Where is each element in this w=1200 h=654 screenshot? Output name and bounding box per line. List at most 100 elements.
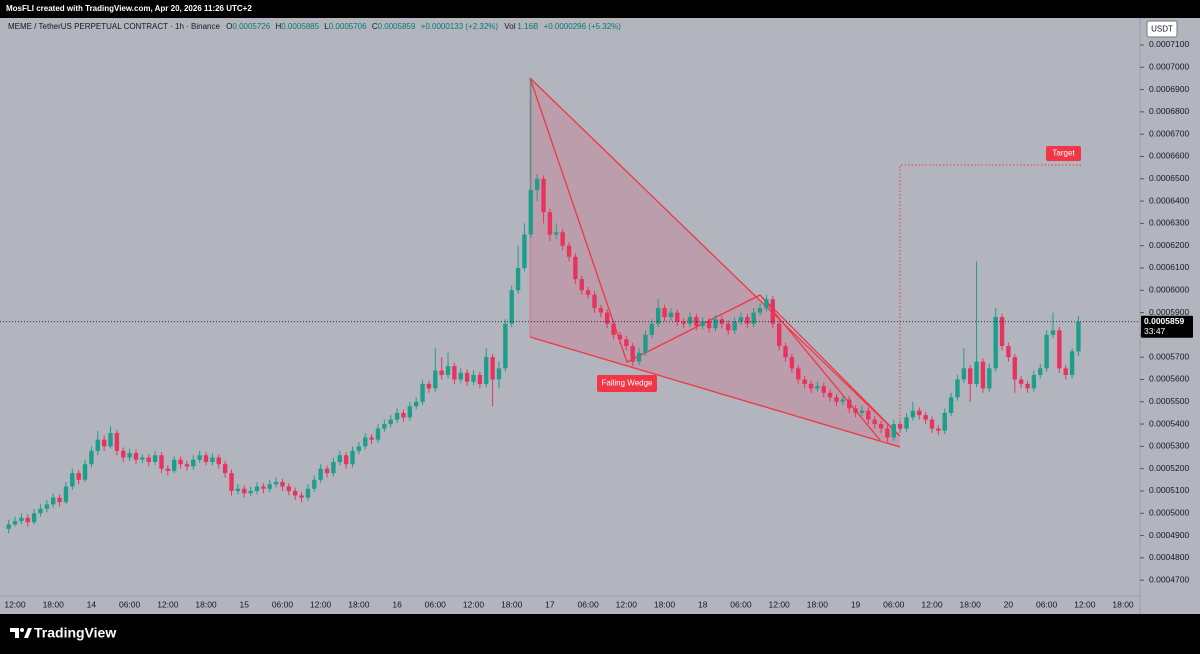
y-tick-label: 0.0005300 — [1149, 441, 1189, 451]
candle-body — [140, 457, 145, 460]
candle-body — [44, 504, 50, 509]
y-tick-label: 0.0004900 — [1149, 530, 1189, 540]
candle-body — [1057, 330, 1062, 369]
candle-body — [337, 455, 342, 462]
bottom-bar — [0, 614, 1200, 654]
volume-value: 1.16B — [517, 22, 538, 31]
currency[interactable]: USDT — [1151, 25, 1173, 34]
chart-area — [0, 18, 1200, 614]
candle-body — [643, 334, 648, 353]
y-tick-label: 0.0006500 — [1149, 173, 1189, 183]
candle-body — [974, 361, 979, 384]
candle-body — [840, 399, 846, 402]
candle-body — [38, 508, 43, 514]
candle-body — [503, 323, 508, 369]
candle-body — [1044, 334, 1049, 369]
candle-body — [757, 308, 763, 313]
top-bar — [0, 0, 1200, 18]
candle-body — [292, 490, 298, 496]
candle-body — [458, 372, 463, 380]
x-tick-label: 06:00 — [1036, 599, 1058, 609]
candle-body — [464, 372, 470, 382]
x-tick-label: 18:00 — [43, 599, 65, 609]
candle-body — [745, 317, 750, 324]
candle-body — [305, 488, 311, 498]
candle-body — [980, 361, 986, 389]
candle-body — [522, 234, 527, 268]
candle-body — [636, 352, 642, 362]
y-tick-label: 0.0005200 — [1149, 463, 1189, 473]
x-tick-label: 12:00 — [921, 599, 943, 609]
candle-body — [356, 446, 362, 451]
candle-body — [350, 450, 355, 465]
x-tick-label: 06:00 — [119, 599, 141, 609]
candle-body — [12, 521, 18, 525]
x-tick-label: 12:00 — [157, 599, 179, 609]
currency-box[interactable] — [1146, 20, 1178, 38]
candle-body — [76, 473, 81, 480]
candle-body — [394, 412, 400, 420]
candle-body — [783, 346, 788, 358]
candle-body — [127, 453, 132, 458]
candle-body — [1025, 383, 1030, 389]
logo-mark — [10, 628, 19, 638]
y-tick-label: 0.0006900 — [1149, 84, 1189, 94]
candle-body — [210, 457, 215, 462]
candle-body — [923, 415, 928, 420]
y-tick-label: 0.0005900 — [1149, 307, 1189, 317]
wedge-zigzag — [529, 77, 881, 441]
candle-body — [401, 412, 406, 418]
x-tick-label: 06:00 — [577, 599, 599, 609]
x-tick-label: 12:00 — [616, 599, 638, 609]
candle-body — [681, 321, 686, 324]
candle-body — [165, 468, 171, 471]
candle-body — [1063, 368, 1068, 376]
y-tick-label: 0.0006300 — [1149, 218, 1189, 228]
y-tick-label: 0.0004700 — [1149, 574, 1189, 584]
candle-body — [25, 517, 30, 523]
candle-body — [433, 370, 438, 389]
candle-body — [108, 432, 113, 447]
candle-body — [445, 366, 451, 376]
candle-body — [509, 290, 514, 324]
y-tick-label: 0.0006200 — [1149, 240, 1189, 250]
wedge-lower — [529, 336, 901, 448]
candle-body — [592, 294, 597, 309]
y-tick-label: 0.0005700 — [1149, 351, 1189, 361]
candle-body — [987, 368, 992, 389]
candle-body — [713, 319, 718, 329]
candle-body — [51, 497, 56, 505]
candle-body — [776, 323, 782, 347]
candle-body — [726, 323, 731, 331]
candle-body — [280, 482, 285, 487]
candle-body — [732, 321, 737, 331]
logo-dot — [20, 628, 24, 632]
candle-body — [866, 410, 871, 420]
x-tick-label: 12:00 — [310, 599, 332, 609]
candle-body — [146, 457, 151, 462]
candle-body — [159, 455, 164, 469]
x-tick-label: 20 — [1004, 599, 1014, 609]
candle-body — [675, 312, 680, 322]
candle-body — [121, 450, 126, 458]
candle-body — [859, 410, 865, 413]
candle-body — [172, 459, 177, 471]
candle-body — [719, 319, 725, 324]
candle-body — [770, 299, 775, 324]
x-tick-label: 18 — [698, 599, 708, 609]
candle-body — [1076, 321, 1081, 352]
legend-value: 0.0005706 — [329, 22, 367, 31]
candle-body — [929, 419, 935, 429]
candle-body — [89, 450, 94, 465]
countdown: 33:47 — [1144, 326, 1166, 336]
candle-body — [993, 317, 998, 369]
candle-body — [999, 317, 1005, 347]
logo — [10, 628, 32, 638]
candle-body — [872, 419, 877, 425]
candle-body — [1012, 357, 1017, 380]
candle-body — [751, 312, 756, 324]
candle-body — [484, 357, 489, 384]
candle-body — [573, 256, 578, 280]
candle-body — [426, 383, 432, 389]
candle-body — [439, 370, 444, 376]
